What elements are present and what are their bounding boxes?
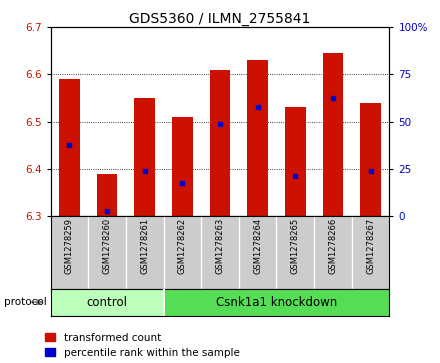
Bar (97, 174, 117, 216)
Text: GSM1278261: GSM1278261 (140, 218, 149, 274)
Bar (247, 60, 268, 216)
Bar (59, 79, 80, 216)
Bar (51, 289, 164, 316)
Text: GSM1278259: GSM1278259 (65, 218, 74, 274)
Bar (323, 53, 343, 216)
Text: protocol: protocol (4, 297, 47, 307)
Text: control: control (87, 296, 128, 309)
Legend: transformed count, percentile rank within the sample: transformed count, percentile rank withi… (45, 333, 239, 358)
Text: Csnk1a1 knockdown: Csnk1a1 knockdown (216, 296, 337, 309)
Bar (172, 117, 193, 216)
Bar (285, 107, 306, 216)
Text: GSM1278262: GSM1278262 (178, 218, 187, 274)
Text: GSM1278265: GSM1278265 (291, 218, 300, 274)
Title: GDS5360 / ILMN_2755841: GDS5360 / ILMN_2755841 (129, 12, 311, 26)
Bar (209, 70, 231, 216)
Text: GSM1278266: GSM1278266 (328, 218, 337, 274)
Bar (134, 98, 155, 216)
Text: GSM1278267: GSM1278267 (366, 218, 375, 274)
Text: GSM1278263: GSM1278263 (216, 218, 224, 274)
Bar (164, 289, 389, 316)
Bar (360, 103, 381, 216)
Text: GSM1278260: GSM1278260 (103, 218, 112, 274)
Text: GSM1278264: GSM1278264 (253, 218, 262, 274)
